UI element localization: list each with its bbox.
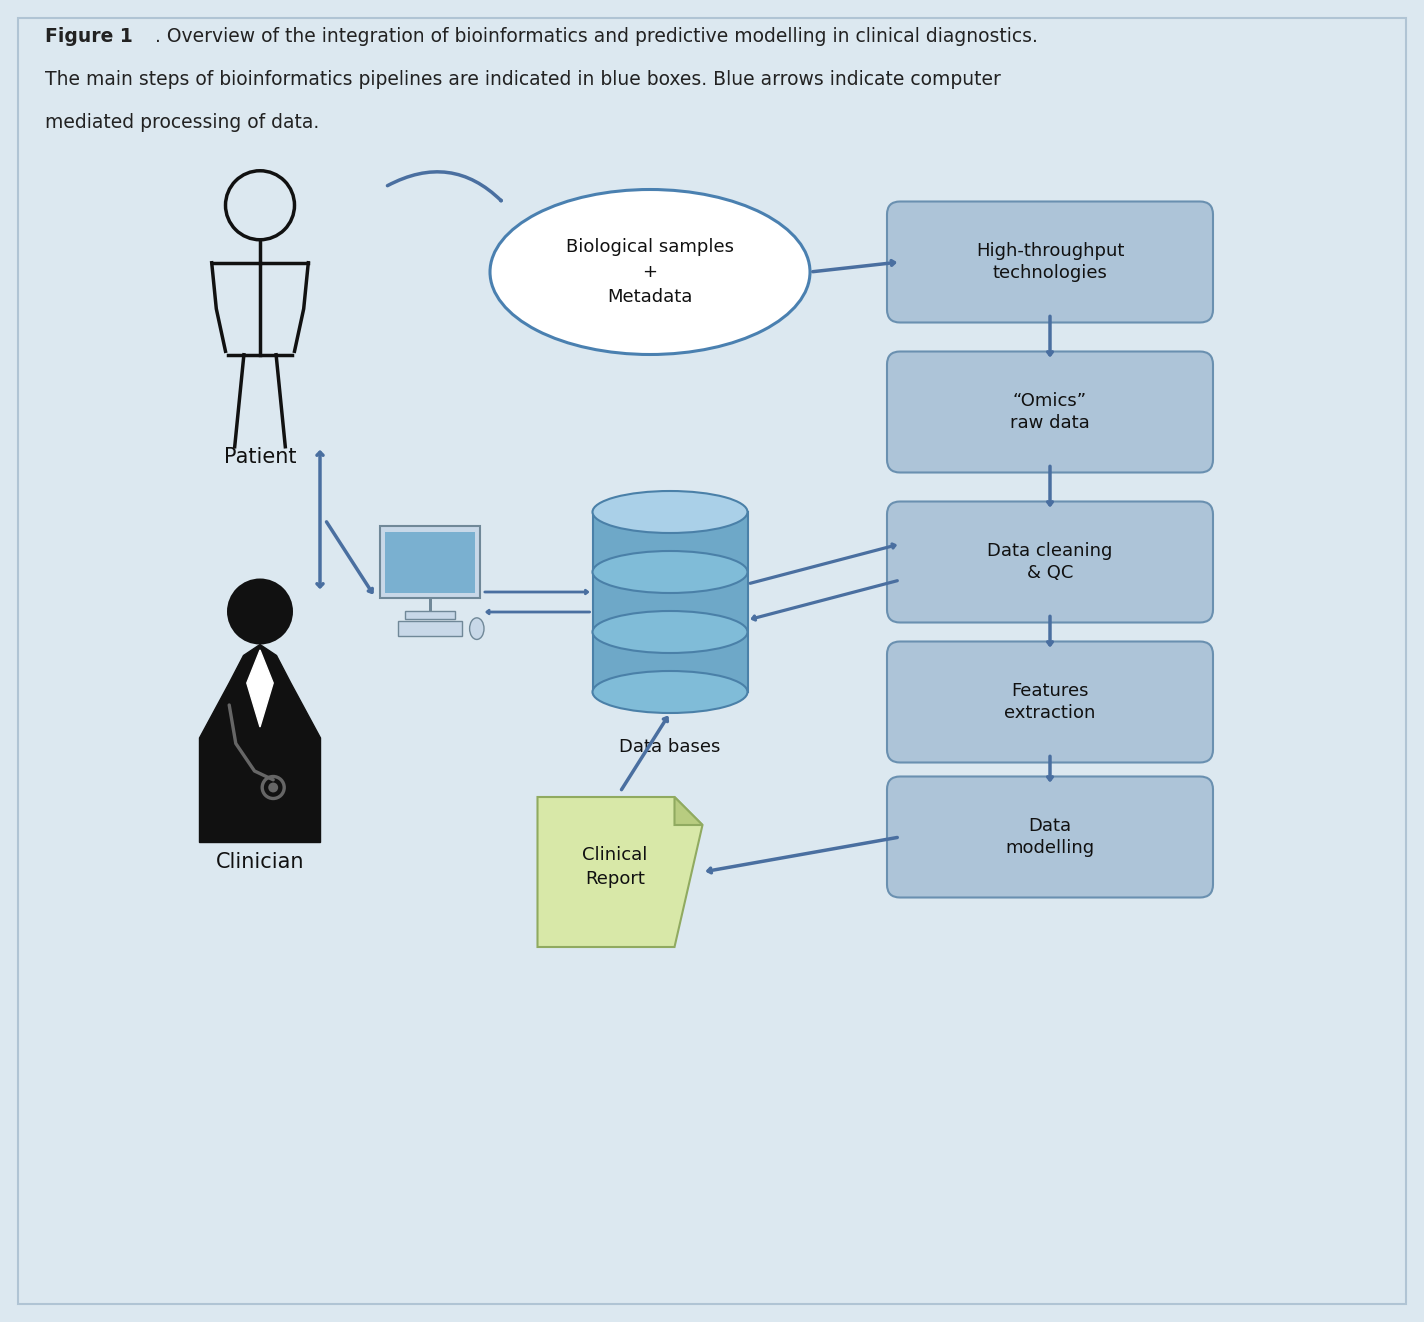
Text: Clinician: Clinician (216, 851, 305, 873)
FancyBboxPatch shape (887, 776, 1213, 898)
Bar (386, 533, 474, 592)
Polygon shape (592, 512, 748, 691)
Circle shape (226, 579, 293, 645)
FancyBboxPatch shape (887, 641, 1213, 763)
Ellipse shape (490, 189, 810, 354)
FancyBboxPatch shape (380, 526, 480, 599)
Polygon shape (675, 797, 702, 825)
FancyBboxPatch shape (887, 201, 1213, 323)
Text: Data bases: Data bases (619, 738, 721, 756)
Bar (397, 621, 463, 636)
Text: High-throughput
technologies: High-throughput technologies (975, 242, 1124, 283)
Ellipse shape (592, 611, 748, 653)
Text: . Overview of the integration of bioinformatics and predictive modelling in clin: . Overview of the integration of bioinfo… (155, 26, 1038, 46)
Text: Data
modelling: Data modelling (1005, 817, 1095, 858)
Ellipse shape (592, 490, 748, 533)
Text: Data cleaning
& QC: Data cleaning & QC (987, 542, 1112, 583)
Bar (404, 611, 456, 619)
Text: The main steps of bioinformatics pipelines are indicated in blue boxes. Blue arr: The main steps of bioinformatics pipelin… (46, 70, 1001, 89)
Circle shape (268, 783, 278, 792)
Text: Patient: Patient (224, 447, 296, 467)
Polygon shape (199, 645, 320, 842)
FancyBboxPatch shape (887, 352, 1213, 472)
Polygon shape (537, 797, 702, 947)
FancyBboxPatch shape (887, 501, 1213, 623)
FancyArrowPatch shape (387, 172, 501, 201)
Text: Biological samples
+
Metadata: Biological samples + Metadata (565, 238, 733, 305)
Ellipse shape (470, 617, 484, 640)
Text: Figure 1: Figure 1 (46, 26, 132, 46)
Text: Features
extraction: Features extraction (1004, 682, 1095, 722)
Text: “Omics”
raw data: “Omics” raw data (1010, 391, 1089, 432)
Ellipse shape (592, 551, 748, 594)
Polygon shape (246, 650, 273, 727)
Text: Clinical
Report: Clinical Report (582, 846, 648, 888)
Text: mediated processing of data.: mediated processing of data. (46, 112, 319, 132)
Ellipse shape (592, 672, 748, 713)
